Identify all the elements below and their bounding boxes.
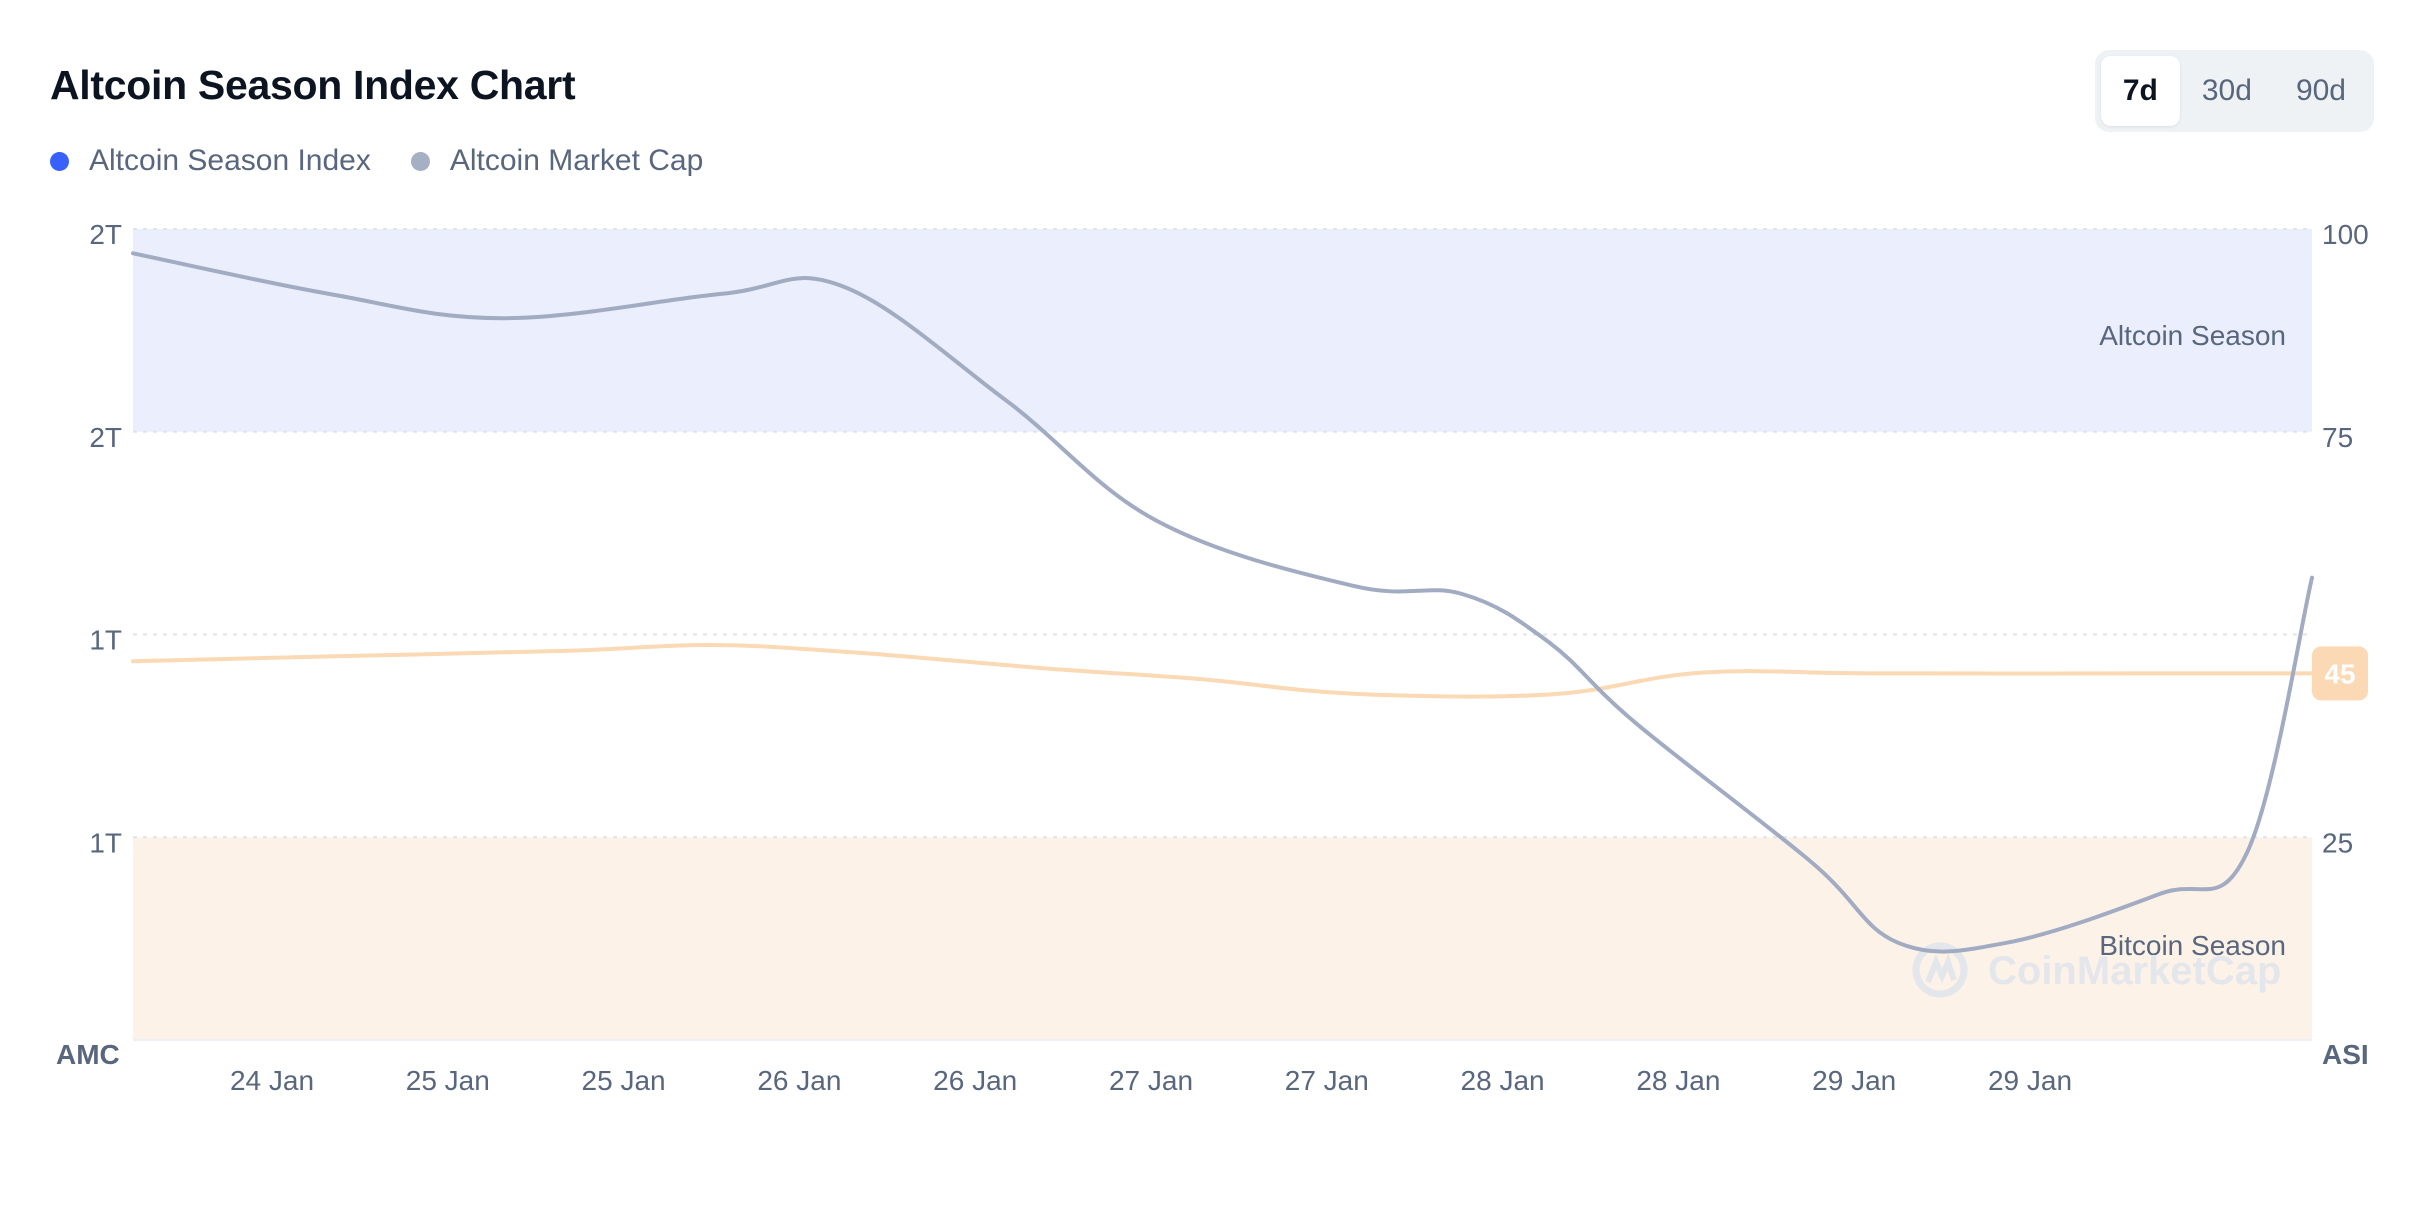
legend-item-altcoin-market-cap[interactable]: Altcoin Market Cap bbox=[410, 144, 704, 178]
x-tick-label: 26 Jan bbox=[933, 1065, 1017, 1096]
range-30d-button[interactable]: 30d bbox=[2201, 74, 2252, 107]
current-index-badge-label: 45 bbox=[2324, 658, 2355, 689]
right-tick-label: 25 bbox=[2322, 827, 2353, 858]
x-tick-label: 25 Jan bbox=[406, 1065, 490, 1096]
legend-dot-icon bbox=[410, 151, 430, 171]
watermark-text: CoinMarketCap bbox=[1988, 949, 2281, 993]
x-tick-label: 28 Jan bbox=[1636, 1065, 1720, 1096]
legend-item-altcoin-season-index[interactable]: Altcoin Season Index bbox=[50, 144, 371, 178]
x-tick-label: 29 Jan bbox=[1988, 1065, 2072, 1096]
x-tick-label: 25 Jan bbox=[582, 1065, 666, 1096]
left-tick-label: 2T bbox=[89, 422, 122, 453]
page-title: Altcoin Season Index Chart bbox=[50, 62, 576, 108]
legend-label: Altcoin Market Cap bbox=[449, 144, 704, 177]
time-range-selector: 7d 30d 90d bbox=[2094, 50, 2374, 132]
range-90d-button[interactable]: 90d bbox=[2295, 74, 2346, 107]
series-line-altcoin-season-index bbox=[131, 642, 2314, 699]
zone-label-bitcoin-season: Bitcoin Season bbox=[2099, 930, 2286, 961]
range-7d-button[interactable]: 7d bbox=[2100, 56, 2180, 126]
coinmarketcap-logo-icon bbox=[1912, 942, 1968, 998]
chart-legend: Altcoin Season Index Altcoin Market Cap bbox=[50, 144, 743, 178]
zone-bitcoin-season bbox=[133, 837, 2312, 1040]
current-index-badge bbox=[2312, 646, 2368, 701]
x-tick-label: 26 Jan bbox=[757, 1065, 841, 1096]
x-tick-label: 27 Jan bbox=[1109, 1065, 1193, 1096]
x-tick-label: 24 Jan bbox=[230, 1065, 314, 1096]
left-tick-label: 2T bbox=[89, 219, 122, 250]
x-tick-label: 29 Jan bbox=[1812, 1065, 1896, 1096]
series-line-altcoin-market-cap bbox=[131, 251, 2314, 954]
x-tick-label: 28 Jan bbox=[1461, 1065, 1545, 1096]
legend-dot-icon bbox=[50, 151, 69, 171]
legend-label: Altcoin Season Index bbox=[89, 144, 371, 177]
left-axis-title: AMC bbox=[56, 1039, 120, 1070]
left-tick-label: 1T bbox=[89, 827, 122, 858]
right-axis-title: ASI bbox=[2322, 1039, 2369, 1070]
right-tick-label: 100 bbox=[2322, 219, 2369, 250]
left-tick-label: 1T bbox=[89, 625, 122, 656]
zone-altcoin-season bbox=[133, 229, 2312, 432]
right-tick-label: 75 bbox=[2322, 422, 2353, 453]
zone-label-altcoin-season: Altcoin Season bbox=[2099, 320, 2286, 351]
x-tick-label: 27 Jan bbox=[1285, 1065, 1369, 1096]
